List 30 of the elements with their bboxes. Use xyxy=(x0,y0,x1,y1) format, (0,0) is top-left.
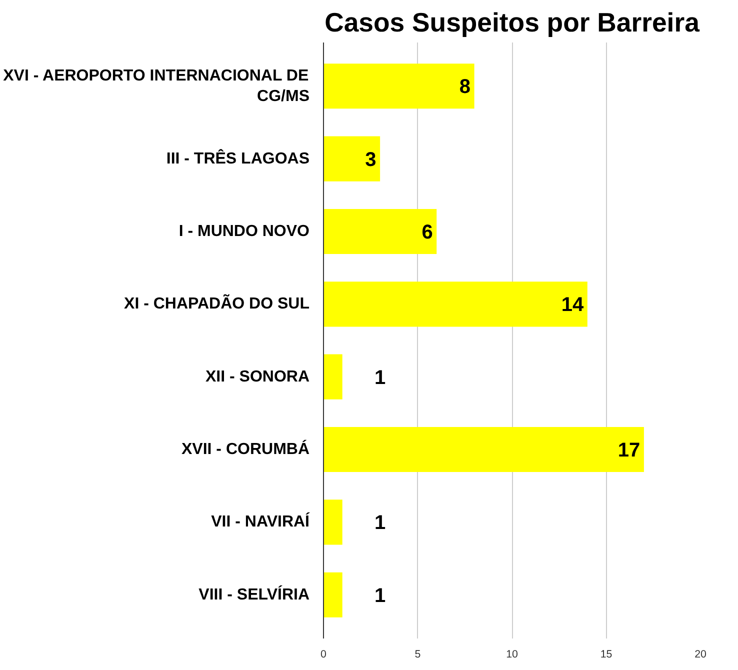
y-tick-label: VII - NAVIRAÍ xyxy=(211,512,310,531)
bar xyxy=(324,426,644,472)
data-label: 1 xyxy=(374,512,386,534)
bar xyxy=(324,500,342,545)
y-tick-label: I - MUNDO NOVO xyxy=(178,222,310,240)
bar xyxy=(324,64,474,109)
data-label: 14 xyxy=(561,294,585,316)
data-label: 3 xyxy=(365,148,376,171)
y-tick-label: VIII - SELVÍRIA xyxy=(198,584,310,604)
bar xyxy=(324,136,380,182)
x-tick-label: 20 xyxy=(694,648,706,660)
bar xyxy=(324,208,437,254)
x-tick-label: 15 xyxy=(600,648,612,660)
bar xyxy=(324,572,342,618)
data-label: 1 xyxy=(374,584,386,607)
y-tick-label: XI - CHAPADÃO DO SUL xyxy=(124,294,310,313)
data-label: 8 xyxy=(459,76,471,98)
data-label: 17 xyxy=(618,440,640,462)
x-tick-label: 10 xyxy=(506,648,518,660)
y-tick-label: XVI - AEROPORTO INTERNACIONAL DE CG/MS xyxy=(3,67,310,105)
data-label: 6 xyxy=(422,221,433,244)
y-tick-label: XVII - CORUMBÁ xyxy=(182,439,310,458)
y-tick-label: XII - SONORA xyxy=(205,368,310,386)
chart-title: Casos Suspeitos por Barreira xyxy=(324,8,700,38)
data-label: 1 xyxy=(374,366,386,389)
bar xyxy=(324,282,588,327)
y-tick-label: III - TRÊS LAGOAS xyxy=(166,148,310,168)
x-tick-label: 5 xyxy=(414,648,421,660)
x-tick-label: 0 xyxy=(320,648,327,660)
bar xyxy=(324,354,342,400)
